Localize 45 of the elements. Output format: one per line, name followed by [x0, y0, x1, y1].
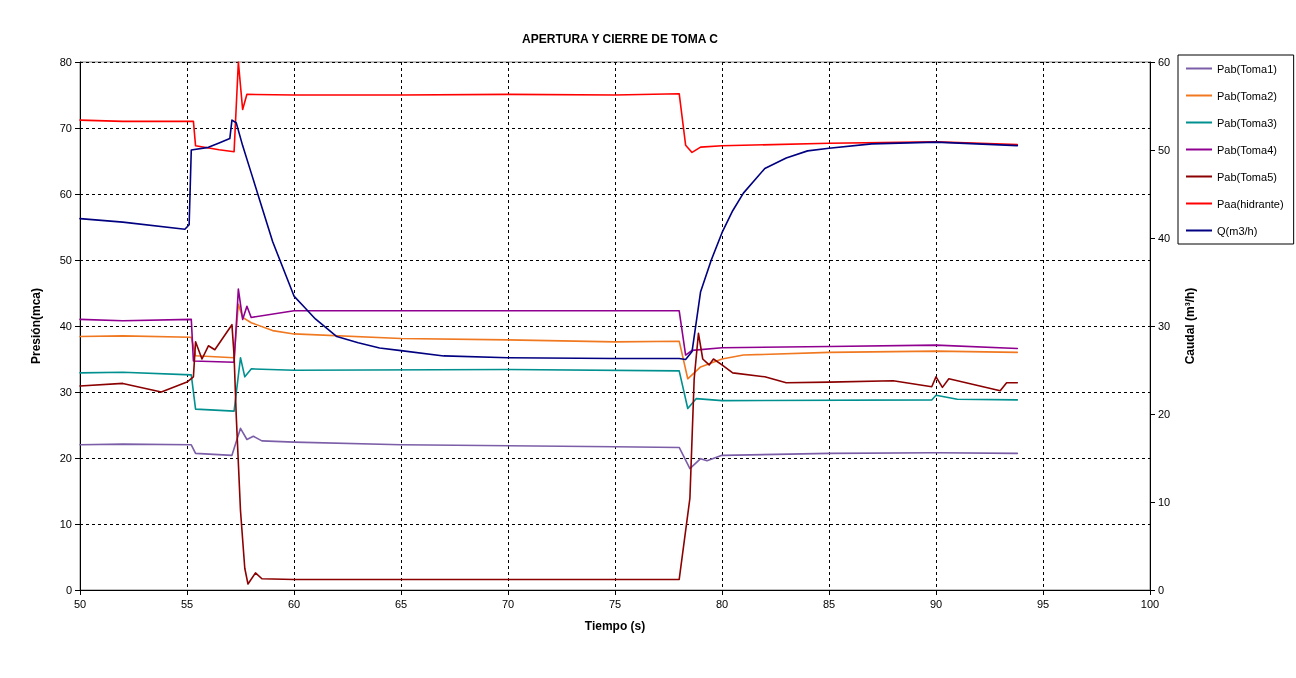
y-tick-label: 20: [59, 452, 72, 464]
legend-label: Pab(Toma5): [1217, 170, 1277, 183]
chart-title: APERTURA Y CIERRE DE TOMA C: [522, 32, 719, 46]
x-tick-label: 65: [394, 597, 408, 610]
x-tick-label: 75: [608, 597, 622, 610]
line-series: [79, 303, 1019, 380]
y-tick-label: 70: [59, 122, 72, 134]
x-tick-label: 50: [73, 597, 87, 610]
y-axis-title: Presión(mca): [29, 287, 43, 365]
line-series: [79, 323, 1019, 585]
legend-label: Pab(Toma3): [1217, 116, 1277, 129]
x-tick-label: 60: [287, 597, 301, 610]
y2-tick-label: 60: [1158, 56, 1171, 68]
x-tick-label: 100: [1140, 597, 1160, 610]
y2-tick-label: 10: [1158, 496, 1171, 508]
y-tick-label: 30: [59, 386, 72, 398]
x-tick-label: 55: [180, 597, 194, 610]
x-tick-label: 90: [929, 597, 943, 610]
y2-tick-label: 20: [1158, 408, 1171, 420]
y2-tick-label: 30: [1158, 320, 1171, 332]
x-tick-label: 95: [1036, 597, 1050, 610]
y-tick-label: 0: [65, 584, 72, 596]
x-tick-label: 70: [501, 597, 515, 610]
y-tick-label: 40: [59, 320, 72, 332]
line-series: [79, 119, 1019, 361]
x-axis-title: Tiempo (s): [584, 619, 646, 633]
legend-label: Pab(Toma2): [1217, 89, 1277, 102]
y2-tick-label: 40: [1158, 232, 1171, 244]
legend-label: Pab(Toma1): [1217, 62, 1277, 75]
y2-tick-label: 50: [1158, 144, 1171, 156]
y-tick-label: 50: [59, 254, 72, 266]
legend-label: Paa(hidrante): [1217, 197, 1284, 210]
line-series: [79, 288, 1019, 364]
x-tick-label: 80: [715, 597, 729, 610]
x-tick-label: 85: [822, 597, 836, 610]
y-tick-label: 60: [59, 188, 72, 200]
line-series: [79, 356, 1019, 412]
y-tick-label: 10: [59, 518, 72, 530]
y-tick-label: 80: [59, 56, 72, 68]
line-series: [79, 61, 1019, 154]
y2-tick-label: 0: [1158, 584, 1165, 596]
legend-label: Pab(Toma4): [1217, 143, 1277, 156]
line-series: [79, 427, 1019, 470]
y2-axis-title: Caudal (m³/h): [1183, 287, 1197, 365]
legend-label: Q(m3/h): [1217, 224, 1258, 237]
